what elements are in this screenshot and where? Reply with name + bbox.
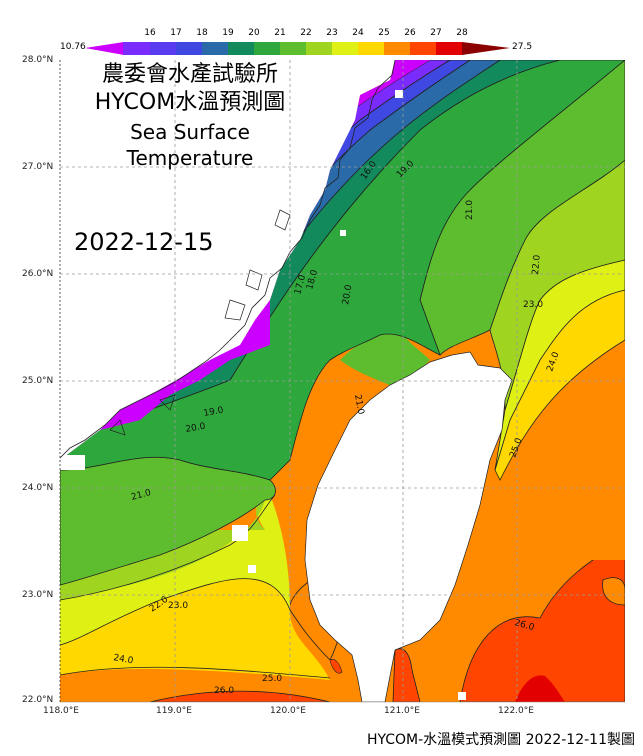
colorbar-tick: 24 — [352, 28, 364, 38]
lat-label: 26.0°N — [22, 269, 54, 279]
lat-label: 24.0°N — [22, 483, 54, 493]
title-organization: 農委會水產試驗所 — [101, 62, 278, 87]
forecast-date: 2022-12-15 — [74, 228, 214, 256]
lat-label: 25.0°N — [22, 376, 54, 386]
contour-label: 23.0 — [523, 300, 543, 310]
colorbar-tick: 17 — [170, 28, 182, 38]
colorbar-tick: 26 — [404, 28, 416, 38]
colorbar-tick: 23 — [326, 28, 338, 38]
title-variable-line1: Sea Surface — [130, 120, 250, 144]
contour-label: 19.0 — [203, 406, 225, 419]
lon-label: 118.0°E — [43, 706, 79, 716]
lon-label: 122.0°E — [498, 706, 534, 716]
contour-label: 20.0 — [341, 284, 354, 306]
title-variable-line2: Temperature — [126, 146, 254, 170]
lat-label: 28.0°N — [22, 55, 54, 65]
lat-label: 27.0°N — [22, 162, 54, 172]
colorbar-tick: 16 — [144, 28, 156, 38]
colorbar-tick: 18 — [196, 28, 208, 38]
colorbar-tick: 20 — [248, 28, 260, 38]
colorbar-graphic — [85, 42, 510, 55]
colorbar-legend: 10.76 27.5 16 17 18 19 20 21 22 23 24 25… — [0, 28, 643, 56]
colorbar-tick: 28 — [456, 28, 468, 38]
contour-label: 23.0 — [168, 601, 188, 611]
contour-label: 22.0 — [531, 254, 543, 275]
colorbar-tick: 21 — [274, 28, 286, 38]
lon-label: 121.0°E — [384, 706, 420, 716]
contour-label: 20.0 — [185, 422, 207, 435]
lat-label: 23.0°N — [22, 590, 54, 600]
map-title: 農委會水產試驗所 HYCOM水溫預測圖 Sea Surface Temperat… — [60, 62, 320, 170]
lon-label: 120.0°E — [270, 706, 306, 716]
colorbar-tick: 25 — [378, 28, 390, 38]
title-product: HYCOM水溫預測圖 — [94, 90, 286, 115]
contour-label: 21.0 — [465, 200, 475, 220]
contour-label: 24.0 — [112, 653, 134, 666]
colorbar-tick: 22 — [300, 28, 312, 38]
contour-label: 25.0 — [262, 674, 282, 684]
contour-label: 21.0 — [352, 394, 365, 416]
colorbar-max-label: 27.5 — [512, 42, 533, 52]
colorbar-tick: 19 — [222, 28, 234, 38]
colorbar-tick: 27 — [430, 28, 442, 38]
colorbar-min-label: 10.76 — [60, 42, 86, 52]
contour-label: 26.0 — [214, 686, 234, 696]
footer-caption: HYCOM-水溫模式預測圖 2022-12-11製圖 — [366, 732, 635, 748]
lon-label: 119.0°E — [156, 706, 192, 716]
lat-label: 22.0°N — [22, 695, 54, 705]
